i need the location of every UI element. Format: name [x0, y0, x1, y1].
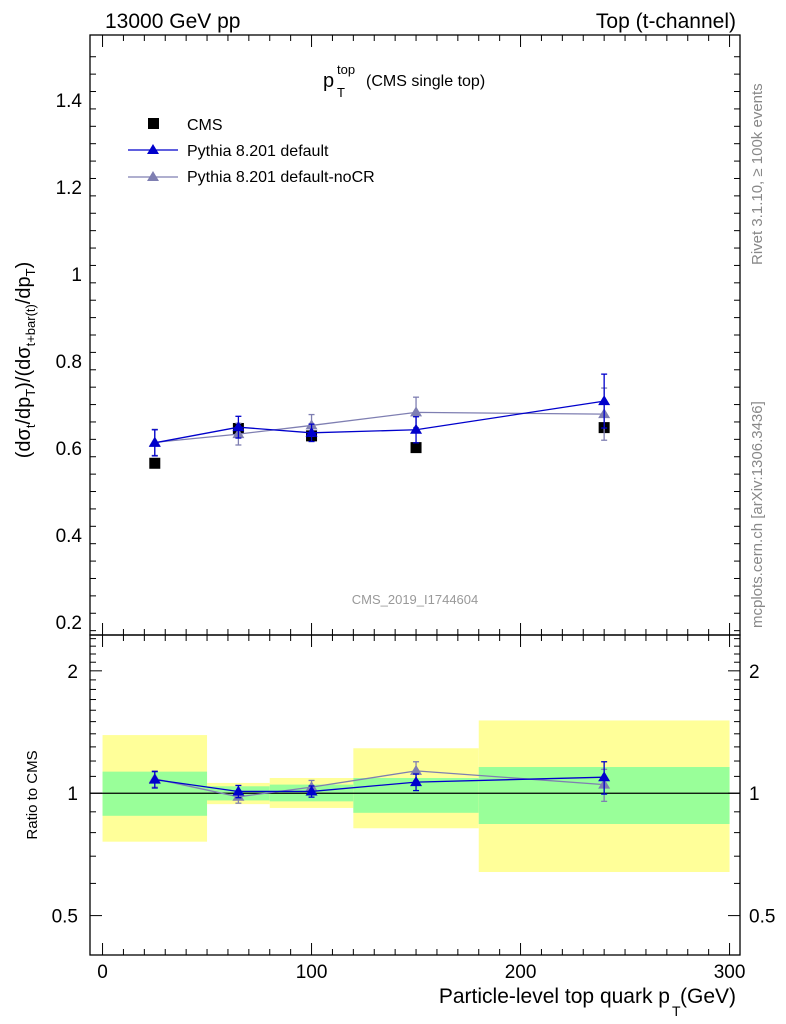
- default-point-4: [598, 395, 611, 406]
- legend-cms-marker: [148, 118, 159, 129]
- default-point-2: [305, 426, 318, 437]
- plot-title-sub: T: [337, 85, 345, 100]
- data-series: [148, 373, 611, 804]
- default-point-1: [232, 421, 245, 432]
- y-tick-label-2: 0.6: [56, 439, 82, 460]
- plot-title-p: p: [323, 70, 334, 92]
- axis-ticks: 0 100 200 300 0.2 0.4 0.6 0.8 1 1.2 1.4 0.5 0.5 1 1 2 2: [52, 35, 775, 983]
- ratio-default-point-0: [148, 773, 161, 784]
- watermark: CMS_2019_I1744604: [352, 592, 479, 607]
- y-axis-label: (dσt/dpT)/(dσt+bar(t)/dpT): [13, 262, 38, 459]
- legend: CMS Pythia 8.201 default Pythia 8.201 de…: [128, 117, 375, 186]
- x-tick-label-100: 100: [296, 962, 328, 983]
- ratio-default-point-2: [305, 785, 318, 796]
- x-axis-label: Particle-level top quark p T (GeV): [439, 985, 736, 1019]
- x-tick-label-200: 200: [505, 962, 537, 983]
- ratio-tick-label-left-0: 0.5: [52, 907, 78, 928]
- x-tick-label-300: 300: [714, 962, 746, 983]
- plot-title-sup: top: [337, 62, 355, 77]
- legend-default-label: Pythia 8.201 default: [187, 143, 329, 160]
- nocr-point-3: [410, 406, 423, 417]
- y-tick-label-1: 0.4: [56, 526, 83, 547]
- ratio-nocr-point-3: [410, 764, 423, 775]
- x-axis-label-sub: T: [672, 1003, 681, 1019]
- header-left: 13000 GeV pp: [105, 10, 240, 33]
- ratio-frame: [89, 634, 741, 956]
- ratio-tick-label-left-2: 2: [67, 662, 78, 683]
- y-tick-label-0: 0.2: [56, 613, 82, 634]
- default-point-3: [410, 423, 423, 434]
- nocr-line: [154, 411, 605, 444]
- x-tick-label-0: 0: [97, 962, 108, 983]
- ratio-bands: [90, 720, 740, 873]
- legend-default-marker: [147, 144, 159, 154]
- y-tick-label-3: 0.8: [56, 352, 82, 373]
- ratio-tick-label-right-0: 0.5: [749, 907, 775, 928]
- ratio-tick-label-right-1: 1: [749, 784, 760, 805]
- ratio-default-point-3: [410, 776, 423, 787]
- ratio-tick-label-right-2: 2: [749, 662, 760, 683]
- y-tick-label-4: 1: [71, 265, 82, 286]
- cms-point-0: [149, 457, 161, 469]
- ratio-tick-label-left-1: 1: [67, 784, 78, 805]
- y-tick-label-5: 1.2: [56, 178, 82, 199]
- y-tick-label-6: 1.4: [56, 91, 83, 112]
- header-right: Top (t-channel): [596, 10, 736, 33]
- x-axis-label-unit: (GeV): [680, 985, 736, 1008]
- rivet-label: Rivet 3.1.10, ≥ 100k events: [749, 83, 766, 265]
- ratio-axis-label: Ratio to CMS: [24, 750, 41, 839]
- default-point-0: [148, 436, 161, 447]
- plot-title: p top T (CMS single top): [323, 62, 485, 100]
- mcplots-label: mcplots.cern.ch [arXiv:1306.3436]: [749, 401, 766, 628]
- legend-nocr-label: Pythia 8.201 default-noCR: [187, 169, 375, 186]
- x-axis-label-main: Particle-level top quark p: [439, 985, 670, 1008]
- plot-title-suffix: (CMS single top): [366, 73, 485, 90]
- legend-cms-label: CMS: [187, 117, 223, 134]
- ratio-default-point-4: [598, 771, 611, 782]
- default-line: [154, 400, 605, 444]
- legend-nocr-marker: [147, 171, 159, 181]
- ratio-default-point-1: [232, 785, 245, 796]
- cms-point-3: [410, 442, 422, 454]
